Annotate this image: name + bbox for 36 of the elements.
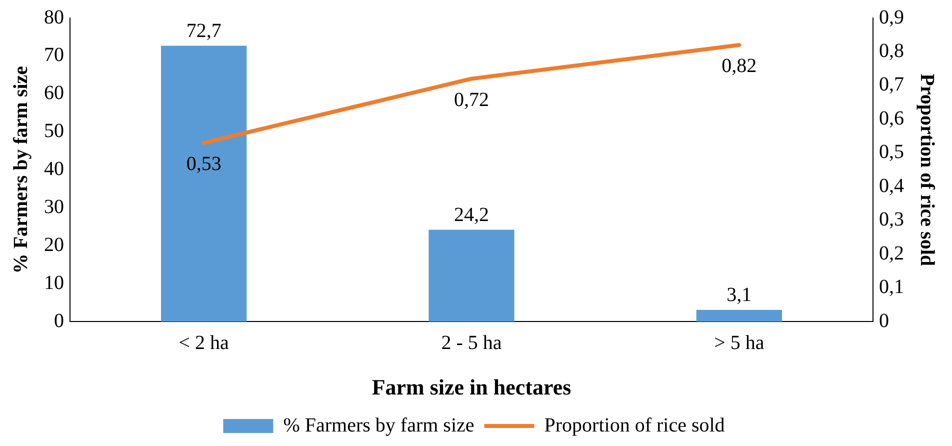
y2-tick-label: 0,1 <box>879 276 904 298</box>
y-tick-label: 20 <box>44 234 64 256</box>
data-label: 0,82 <box>722 55 757 78</box>
bar <box>161 46 247 322</box>
y-tick-label: 80 <box>44 6 64 28</box>
x-tick-label: > 5 ha <box>714 332 764 354</box>
data-label: 72,7 <box>186 20 222 42</box>
data-label: 0,53 <box>186 153 222 176</box>
y-tick-label: 30 <box>44 196 64 218</box>
y-axis-title: % Farmers by farm size <box>10 66 32 274</box>
bar <box>428 230 514 322</box>
x-tick-label: < 2 ha <box>178 332 230 354</box>
y-tick-label: 70 <box>44 44 64 66</box>
legend-label: % Farmers by farm size <box>283 414 474 436</box>
x-axis-title: Farm size in hectares <box>372 374 572 400</box>
y-tick-label: 60 <box>44 82 64 104</box>
y2-tick-label: 0,2 <box>879 242 904 264</box>
data-label: 3,1 <box>726 284 752 306</box>
data-label: 0,72 <box>454 88 489 111</box>
y2-tick-label: 0,5 <box>879 141 904 164</box>
y-tick-label: 0 <box>54 310 64 332</box>
y2-tick-label: 0,3 <box>879 208 904 231</box>
y2-axis-title: Proportion of rice sold <box>916 74 938 266</box>
x-tick-label: 2 - 5 ha <box>441 332 502 354</box>
data-label: 24,2 <box>454 204 489 226</box>
y2-tick-label: 0,6 <box>879 107 904 130</box>
y2-tick-label: 0,7 <box>879 74 904 96</box>
y-tick-label: 10 <box>44 272 64 294</box>
y-tick-label: 50 <box>44 120 64 142</box>
y2-tick-label: 0,8 <box>879 40 904 62</box>
y-tick-label: 40 <box>44 158 64 180</box>
legend-label: Proportion of rice sold <box>544 414 725 436</box>
y2-tick-label: 0,4 <box>879 174 904 197</box>
y2-tick-label: 0 <box>879 310 889 332</box>
bar <box>696 310 782 322</box>
y2-tick-label: 0,9 <box>879 6 904 28</box>
